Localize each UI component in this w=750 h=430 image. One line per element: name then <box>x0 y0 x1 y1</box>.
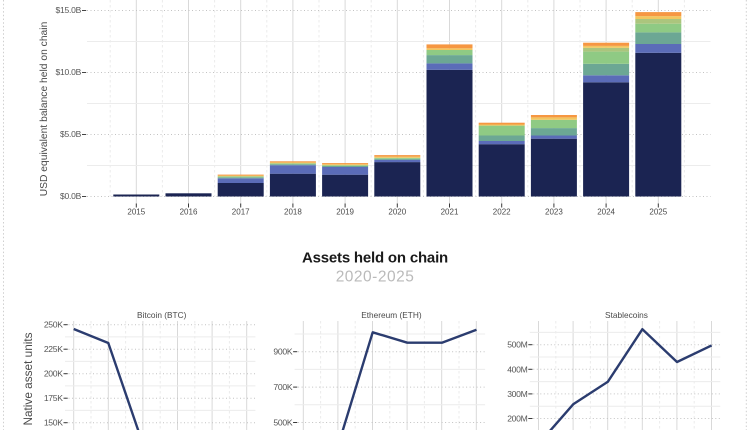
svg-text:2021: 2021 <box>441 208 459 217</box>
svg-text:$15.0B: $15.0B <box>56 5 82 15</box>
svg-text:Native asset units: Native asset units <box>21 332 35 425</box>
svg-text:150K: 150K <box>44 418 63 428</box>
svg-text:Bitcoin (BTC): Bitcoin (BTC) <box>137 310 187 320</box>
svg-text:2016: 2016 <box>180 208 198 217</box>
svg-text:200M: 200M <box>507 414 527 424</box>
svg-text:500K: 500K <box>273 418 292 428</box>
svg-text:Assets held on chain: Assets held on chain <box>302 250 448 267</box>
svg-text:2020-2025: 2020-2025 <box>336 269 415 286</box>
svg-text:225K: 225K <box>44 344 63 354</box>
svg-text:USD equivalent balance held on: USD equivalent balance held on chain <box>39 21 50 196</box>
svg-text:700K: 700K <box>273 382 292 392</box>
svg-text:Ethereum (ETH): Ethereum (ETH) <box>361 310 422 320</box>
svg-text:900K: 900K <box>273 347 292 357</box>
svg-text:2018: 2018 <box>284 208 302 217</box>
svg-text:2025: 2025 <box>649 208 667 217</box>
svg-text:200K: 200K <box>44 369 63 379</box>
svg-text:$0.0B: $0.0B <box>60 191 82 201</box>
svg-text:2015: 2015 <box>127 208 145 217</box>
svg-text:2019: 2019 <box>336 208 354 217</box>
svg-text:500M: 500M <box>507 340 527 350</box>
svg-text:$5.0B: $5.0B <box>60 129 82 139</box>
svg-text:2023: 2023 <box>545 208 563 217</box>
svg-text:300M: 300M <box>507 389 527 399</box>
svg-text:$10.0B: $10.0B <box>56 67 82 77</box>
svg-text:2017: 2017 <box>232 208 250 217</box>
svg-text:250K: 250K <box>44 320 63 330</box>
svg-text:2020: 2020 <box>388 208 406 217</box>
svg-text:400M: 400M <box>507 364 527 374</box>
svg-text:2024: 2024 <box>597 208 615 217</box>
svg-text:Stablecoins: Stablecoins <box>605 310 648 320</box>
svg-text:175K: 175K <box>44 393 63 403</box>
svg-text:2022: 2022 <box>493 208 511 217</box>
